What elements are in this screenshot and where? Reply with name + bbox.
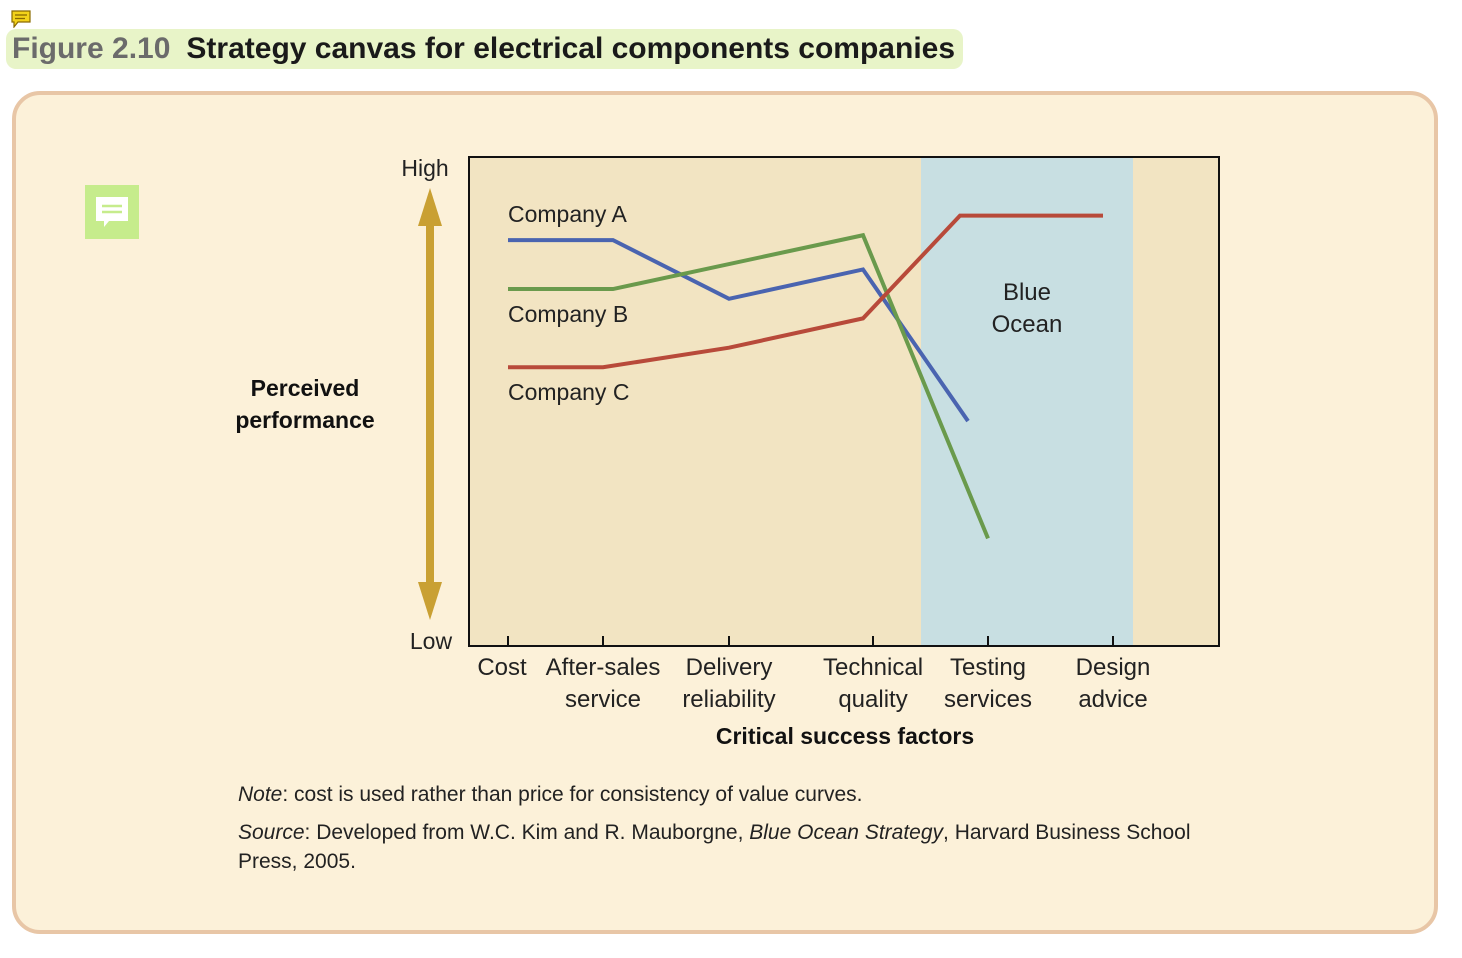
series-label-company-c: Company C — [508, 379, 629, 405]
figure-title-bar: Figure 2.10 Strategy canvas for electric… — [6, 29, 964, 69]
series-line-company-c — [508, 213, 1103, 370]
x-tick-label: Testing — [950, 654, 1026, 681]
figure-title: Strategy canvas for electrical component… — [186, 32, 956, 65]
arrow-up-head — [418, 188, 442, 226]
y-high-label: High — [401, 155, 448, 181]
x-tick-label: quality — [838, 686, 907, 713]
note-text: Note: cost is used rather than price for… — [238, 780, 862, 809]
note-icon[interactable] — [10, 10, 32, 28]
comment-icon[interactable] — [85, 185, 139, 239]
source-label: Source — [238, 821, 305, 844]
source-text: Source: Developed from W.C. Kim and R. M… — [238, 818, 1238, 876]
series-line-company-b — [508, 232, 990, 540]
y-low-label: Low — [410, 628, 453, 654]
arrow-down-head — [418, 582, 442, 620]
source-body-1: : Developed from W.C. Kim and R. Mauborg… — [304, 821, 750, 844]
series-layer: Company A Company B Company C — [508, 201, 1103, 540]
plot-frame — [468, 156, 1220, 647]
blue-ocean-label-line2: Ocean — [992, 311, 1063, 338]
x-axis-label: Critical success factors — [716, 723, 974, 749]
note-label: Note — [238, 783, 283, 806]
x-tick-label: reliability — [682, 686, 775, 713]
figure-number: Figure 2.10 — [12, 32, 171, 65]
x-tick-label: After-sales — [546, 654, 661, 681]
x-tick-label: Cost — [477, 654, 527, 681]
x-ticks: Cost After-sales service Delivery reliabilit… — [477, 636, 1150, 713]
x-tick-label: services — [944, 686, 1032, 713]
x-tick-label: service — [565, 686, 641, 713]
x-tick-label: advice — [1078, 686, 1147, 713]
blue-ocean-label-line1: Blue — [1003, 279, 1051, 306]
y-axis-label: Perceived performance — [235, 375, 374, 433]
source-book: Blue Ocean Strategy — [749, 821, 944, 844]
series-label-company-b: Company B — [508, 301, 628, 327]
note-body: : cost is used rather than price for con… — [282, 783, 863, 806]
series-label-company-a: Company A — [508, 201, 628, 227]
x-tick-label: Design — [1076, 654, 1151, 681]
x-tick-label: Technical — [823, 654, 923, 681]
source-body-2: , Harvard Business School Press, 2005. — [238, 821, 1191, 873]
x-tick-label: Delivery — [686, 654, 773, 681]
